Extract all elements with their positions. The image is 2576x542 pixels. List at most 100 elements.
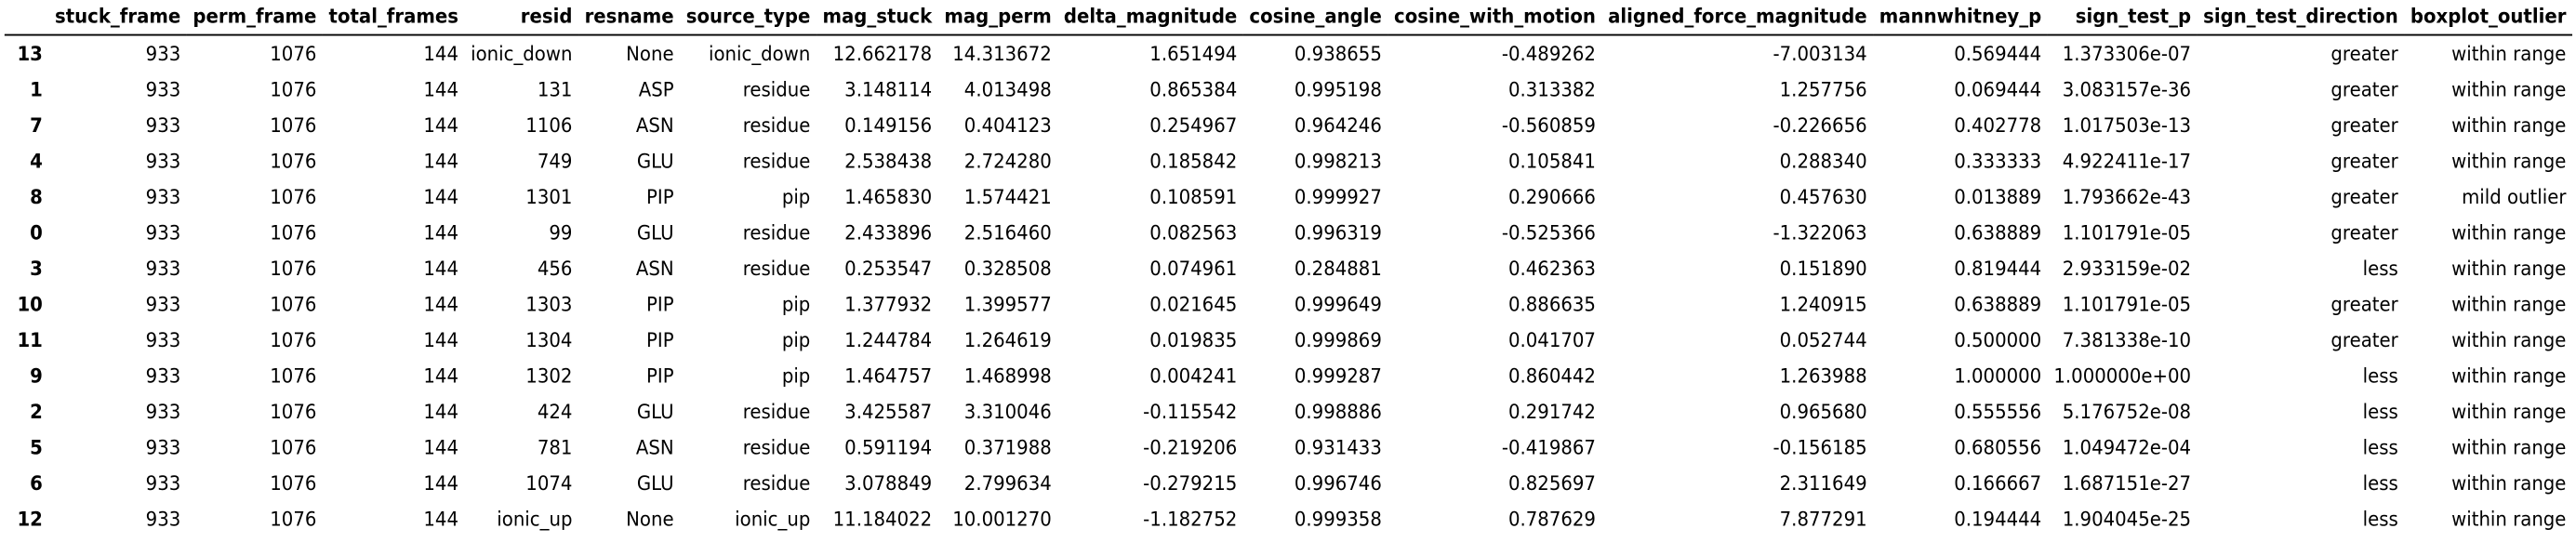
column-header-perm-frame: perm_frame <box>186 0 323 36</box>
cell-aligned-force-magnitude: 2.311649 <box>1779 471 1867 496</box>
cell-sign-test-p: 1.373306e-07 <box>2062 42 2192 66</box>
cell-boxplot-outlier: within range <box>2451 42 2567 66</box>
cell-perm-frame: 1076 <box>270 185 317 209</box>
cell-sign-test-p: 1.687151e-27 <box>2062 471 2192 496</box>
cell-delta-magnitude: -0.219206 <box>1143 436 1238 459</box>
cell-delta-magnitude: 0.254967 <box>1149 113 1238 138</box>
cell-mag-stuck: 3.078849 <box>844 471 933 496</box>
cell-aligned-force-magnitude: 0.151890 <box>1779 257 1867 281</box>
cell-resid: 1304 <box>525 328 573 352</box>
row-index: 5 <box>30 436 43 459</box>
row-index: 13 <box>17 42 43 66</box>
cell-sign-test-p: 1.793662e-43 <box>2062 185 2192 209</box>
cell-total-frames: 144 <box>423 221 459 245</box>
cell-sign-test-p: 5.176752e-08 <box>2062 400 2192 424</box>
cell-mag-perm: 1.264619 <box>963 328 1052 352</box>
cell-resid: 1106 <box>525 113 573 138</box>
cell-resid: 1303 <box>525 293 573 316</box>
cell-mag-stuck: 1.377932 <box>844 293 933 316</box>
cell-mag-stuck: 11.184022 <box>832 508 933 531</box>
cell-mag-stuck: 1.465830 <box>844 185 933 209</box>
cell-boxplot-outlier: within range <box>2451 400 2567 424</box>
cell-perm-frame: 1076 <box>270 364 317 388</box>
cell-perm-frame: 1076 <box>270 150 317 173</box>
cell-cosine-with-motion: 0.886635 <box>1507 293 1596 316</box>
cell-delta-magnitude: 0.074961 <box>1149 257 1238 281</box>
cell-boxplot-outlier: within range <box>2451 508 2567 531</box>
cell-mag-stuck: 0.591194 <box>844 436 933 459</box>
cell-total-frames: 144 <box>423 78 459 101</box>
cell-resid: ionic_down <box>471 42 573 66</box>
cell-cosine-with-motion: 0.290666 <box>1507 185 1596 209</box>
cell-resname: ASN <box>635 113 674 138</box>
cell-mag-perm: 2.724280 <box>963 150 1052 173</box>
cell-delta-magnitude: 0.108591 <box>1149 185 1238 209</box>
column-header-mannwhitney-p: mannwhitney_p <box>1873 0 2048 36</box>
cell-stuck-frame: 933 <box>145 185 181 209</box>
row-index: 2 <box>30 400 43 424</box>
cell-cosine-angle: 0.999869 <box>1294 328 1382 352</box>
cell-cosine-angle: 0.999649 <box>1294 293 1382 316</box>
row-index: 11 <box>17 328 43 352</box>
cell-resname: GLU <box>636 150 674 173</box>
cell-resname: ASP <box>638 78 674 101</box>
row-index: 0 <box>30 221 43 245</box>
cell-mannwhitney-p: 0.013889 <box>1954 185 2042 209</box>
cell-mag-stuck: 2.538438 <box>844 150 933 173</box>
cell-mannwhitney-p: 0.500000 <box>1954 328 2042 352</box>
cell-boxplot-outlier: within range <box>2451 78 2567 101</box>
cell-sign-test-direction: greater <box>2330 150 2398 173</box>
cell-boxplot-outlier: mild outlier <box>2462 185 2567 209</box>
cell-cosine-angle: 0.931433 <box>1294 436 1382 459</box>
cell-stuck-frame: 933 <box>145 78 181 101</box>
row-index: 3 <box>30 257 43 281</box>
cell-perm-frame: 1076 <box>270 400 317 424</box>
cell-source-type: pip <box>781 185 811 209</box>
cell-perm-frame: 1076 <box>270 113 317 138</box>
cell-sign-test-direction: greater <box>2330 328 2398 352</box>
cell-cosine-angle: 0.995198 <box>1294 78 1382 101</box>
row-index: 10 <box>17 293 43 316</box>
cell-mag-perm: 3.310046 <box>963 400 1052 424</box>
cell-cosine-with-motion: -0.419867 <box>1501 436 1596 459</box>
cell-mag-perm: 0.371988 <box>963 436 1052 459</box>
cell-mag-stuck: 1.244784 <box>844 328 933 352</box>
cell-mag-stuck: 0.149156 <box>844 113 933 138</box>
cell-delta-magnitude: 0.021645 <box>1149 293 1238 316</box>
cell-perm-frame: 1076 <box>270 436 317 459</box>
cell-mannwhitney-p: 0.569444 <box>1954 42 2042 66</box>
cell-boxplot-outlier: within range <box>2451 328 2567 352</box>
cell-resname: PIP <box>646 185 674 209</box>
cell-resname: None <box>626 42 674 66</box>
cell-sign-test-direction: less <box>2362 508 2398 531</box>
table-row: 11 933 1076 144 1304 PIP pip 1.244784 1.264619 0.… <box>5 323 2572 359</box>
cell-mag-perm: 1.468998 <box>963 364 1052 388</box>
cell-perm-frame: 1076 <box>270 257 317 281</box>
cell-source-type: residue <box>742 471 811 496</box>
cell-resid: 1074 <box>525 471 573 496</box>
cell-aligned-force-magnitude: 1.263988 <box>1779 364 1867 388</box>
cell-cosine-angle: 0.999927 <box>1294 185 1382 209</box>
cell-aligned-force-magnitude: 0.052744 <box>1779 328 1867 352</box>
cell-cosine-angle: 0.964246 <box>1294 113 1382 138</box>
cell-resid: 749 <box>537 150 573 173</box>
column-header-resid: resid <box>464 0 579 36</box>
cell-mag-perm: 0.404123 <box>963 113 1052 138</box>
cell-sign-test-direction: less <box>2362 364 2398 388</box>
cell-stuck-frame: 933 <box>145 328 181 352</box>
cell-mag-stuck: 1.464757 <box>844 364 933 388</box>
cell-cosine-with-motion: 0.825697 <box>1507 471 1596 496</box>
column-header-mag-perm: mag_perm <box>937 0 1058 36</box>
cell-delta-magnitude: 1.651494 <box>1149 42 1238 66</box>
cell-mag-perm: 1.399577 <box>963 293 1052 316</box>
column-header-boxplot-outlier: boxplot_outlier <box>2404 0 2572 36</box>
cell-source-type: residue <box>742 113 811 138</box>
cell-source-type: pip <box>781 328 811 352</box>
cell-resname: GLU <box>636 471 674 496</box>
cell-total-frames: 144 <box>423 113 459 138</box>
cell-cosine-with-motion: 0.462363 <box>1507 257 1596 281</box>
cell-total-frames: 144 <box>423 185 459 209</box>
table-row: 5 933 1076 144 781 ASN residue 0.591194 0.371988… <box>5 430 2572 466</box>
cell-sign-test-direction: greater <box>2330 78 2398 101</box>
cell-perm-frame: 1076 <box>270 78 317 101</box>
